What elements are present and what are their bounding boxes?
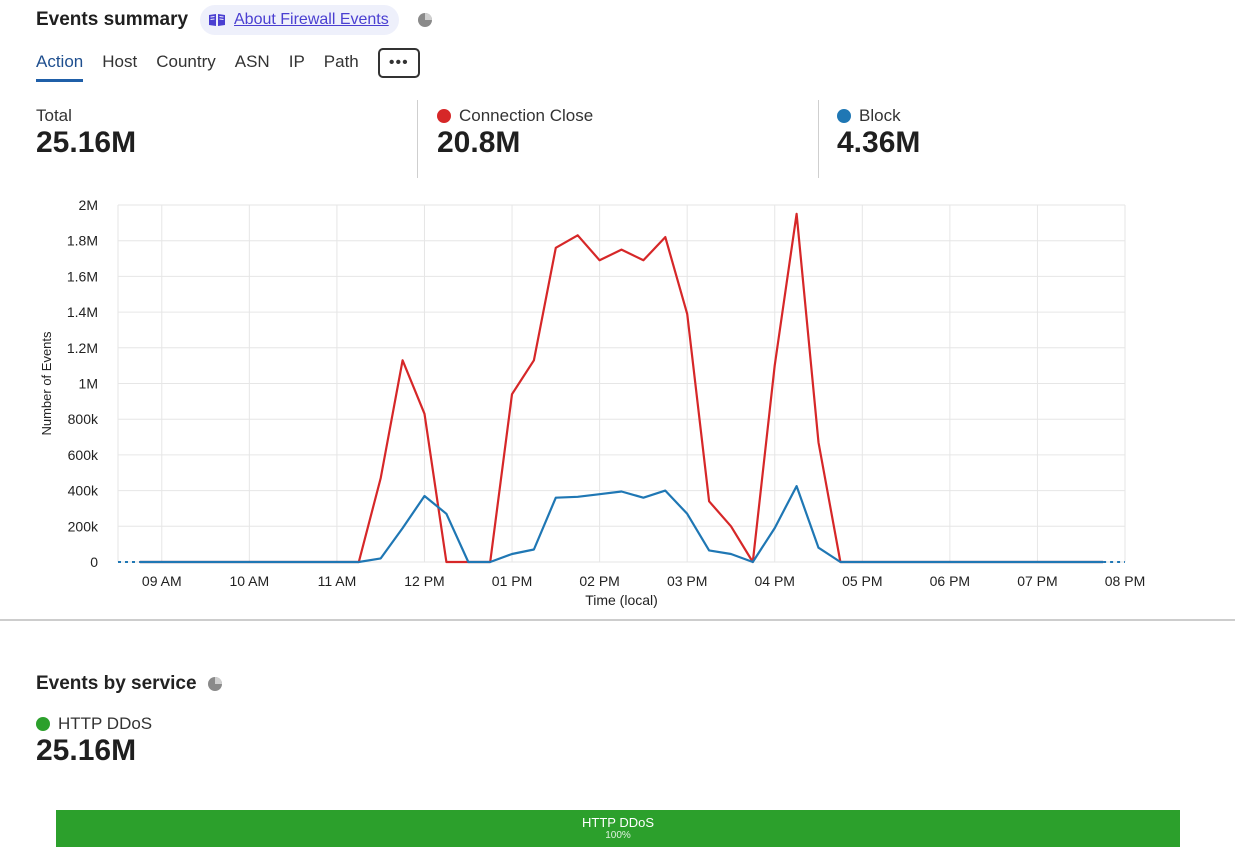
stat-total: Total 25.16M [36, 106, 136, 160]
y-tick-label: 800k [68, 411, 99, 427]
x-tick-label: 06 PM [930, 573, 970, 589]
stat-block-value: 4.36M [837, 126, 921, 159]
tab-path[interactable]: Path [323, 52, 359, 71]
connection-close-dot [437, 109, 451, 123]
x-tick-label: 08 PM [1105, 573, 1145, 589]
y-tick-label: 0 [90, 554, 98, 570]
x-tick-label: 05 PM [842, 573, 882, 589]
section-divider [0, 619, 1235, 621]
http-ddos-dot [36, 717, 50, 731]
tab-country[interactable]: Country [156, 52, 216, 71]
series-line-connection-close [139, 212, 1104, 564]
x-tick-label: 09 AM [142, 573, 182, 589]
stat-total-label: Total [36, 106, 72, 125]
x-tick-label: 07 PM [1017, 573, 1057, 589]
stat-divider [417, 100, 418, 178]
tab-asn[interactable]: ASN [234, 52, 270, 71]
x-tick-label: 11 AM [318, 573, 357, 589]
x-tick-label: 02 PM [579, 573, 619, 589]
tab-bar: Action Host Country ASN IP Path ••• [36, 48, 420, 82]
book-icon [208, 13, 226, 27]
y-tick-label: 1.6M [67, 268, 98, 284]
stat-total-value: 25.16M [36, 126, 137, 159]
y-tick-label: 1M [79, 376, 98, 392]
more-tabs-button[interactable]: ••• [377, 48, 420, 78]
stat-connection-close: Connection Close 20.8M [437, 106, 593, 160]
x-tick-label: 04 PM [755, 573, 795, 589]
x-axis-title: Time (local) [585, 592, 658, 608]
block-dot [837, 109, 851, 123]
stat-block: Block 4.36M [837, 106, 920, 160]
tab-ip[interactable]: IP [288, 52, 305, 71]
series-line-block [139, 485, 1104, 564]
pie-chart-icon[interactable] [207, 676, 223, 692]
x-tick-label: 10 AM [229, 573, 269, 589]
page-title: Events summary [36, 9, 189, 30]
y-tick-label: 2M [79, 197, 98, 213]
service-bar-percent: 100% [605, 830, 631, 841]
x-tick-label: 03 PM [667, 573, 707, 589]
about-link-text[interactable]: About Firewall Events [234, 11, 389, 28]
stat-divider [818, 100, 819, 178]
x-tick-label: 01 PM [492, 573, 532, 589]
pie-chart-icon[interactable] [417, 12, 433, 28]
service-legend-label: HTTP DDoS [58, 714, 153, 733]
tab-action[interactable]: Action [36, 52, 84, 82]
tab-host[interactable]: Host [102, 52, 138, 71]
service-legend: HTTP DDoS 25.16M [36, 714, 152, 768]
y-tick-label: 1.8M [67, 233, 98, 249]
y-tick-label: 400k [68, 483, 99, 499]
stat-connection-close-label: Connection Close [459, 106, 594, 125]
service-total-value: 25.16M [36, 734, 137, 767]
events-by-service-section: Events by service [36, 673, 223, 695]
y-axis-title: Number of Events [39, 331, 54, 436]
x-tick-label: 12 PM [404, 573, 444, 589]
y-tick-label: 600k [68, 447, 99, 463]
about-firewall-events-link[interactable]: About Firewall Events [200, 5, 399, 35]
events-line-chart: 0 200k 400k 600k 800k 1M 1.2M 1.4M 1.6M 1.8M 2M 09 … [39, 197, 1145, 608]
stat-connection-close-value: 20.8M [437, 126, 521, 159]
stat-block-label: Block [859, 106, 901, 125]
y-tick-label: 1.2M [67, 340, 98, 356]
y-tick-label: 200k [68, 518, 99, 534]
service-bar-http-ddos[interactable]: HTTP DDoS 100% [56, 810, 1180, 847]
service-bar-label: HTTP DDoS [582, 815, 654, 830]
y-tick-label: 1.4M [67, 304, 98, 320]
events-by-service-title: Events by service [36, 673, 197, 694]
